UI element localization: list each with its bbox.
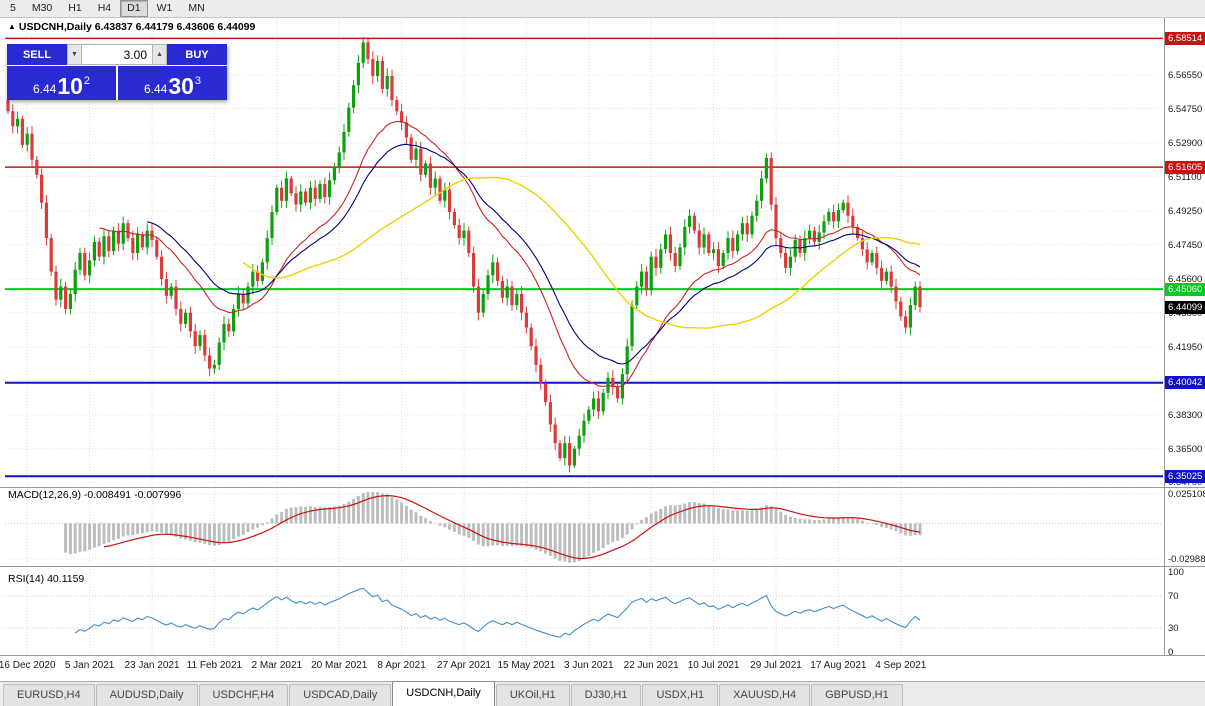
price-axis-label: 6.47450 <box>1168 239 1203 251</box>
price-level-tag: 6.58514 <box>1165 31 1205 45</box>
pane-divider[interactable] <box>0 487 1205 488</box>
current-price-tag: 6.44099 <box>1165 300 1205 314</box>
timeframe-toolbar: 5 M30 H1 H4 D1 W1 MN <box>0 0 1205 18</box>
pane-divider[interactable] <box>0 566 1205 567</box>
sell-price-prefix: 6.44 <box>32 82 57 96</box>
rsi-header: RSI(14) 40.1159 <box>8 573 85 585</box>
buy-price-main: 30 <box>168 73 194 100</box>
macd-axis-label: 0.025108 <box>1168 488 1205 500</box>
timeframe-button-m30[interactable]: M30 <box>31 2 53 14</box>
sell-price-pip: 2 <box>83 75 91 87</box>
timeframe-button-h4[interactable]: H4 <box>97 2 112 14</box>
chart-tab-ukoil[interactable]: UKOil,H1 <box>495 684 570 706</box>
sell-price-main: 10 <box>57 73 83 100</box>
price-level-tag: 6.35025 <box>1165 469 1205 483</box>
x-axis-label: 11 Feb 2021 <box>186 660 243 671</box>
timeframe-button-mn[interactable]: MN <box>188 2 205 14</box>
price-axis-label: 6.49250 <box>1168 206 1203 218</box>
sell-button[interactable]: SELL <box>7 44 67 65</box>
macd-header: MACD(12,26,9) -0.008491 -0.007996 <box>8 489 182 501</box>
timeframe-button-d1[interactable]: D1 <box>120 0 148 17</box>
x-axis-label: 27 Apr 2021 <box>437 660 491 671</box>
timeframe-button-h1[interactable]: H1 <box>68 2 82 14</box>
price-axis-separator <box>1164 18 1165 655</box>
x-axis-label: 20 Mar 2021 <box>311 660 368 671</box>
buy-price-box[interactable]: 6.44 30 3 <box>118 66 227 100</box>
symbol-marker-icon: ▲ <box>8 22 16 31</box>
symbol-ohlc-text: USDCNH,Daily 6.43837 6.44179 6.43606 6.4… <box>18 21 256 33</box>
chart-tab-dj30[interactable]: DJ30,H1 <box>570 684 642 706</box>
chart-tab-usdchf[interactable]: USDCHF,H4 <box>198 684 289 706</box>
rsi-axis-label: 70 <box>1168 591 1179 602</box>
x-axis-label: 17 Aug 2021 <box>810 660 867 671</box>
chart-canvas[interactable] <box>0 18 1205 681</box>
price-axis-label: 6.41950 <box>1168 342 1203 354</box>
price-level-tag: 6.40042 <box>1165 376 1205 390</box>
chart-window: ▲ USDCNH,Daily 6.43837 6.44179 6.43606 6.… <box>0 18 1205 681</box>
x-axis-label: 10 Jul 2021 <box>687 660 740 671</box>
chart-tab-audusd[interactable]: AUDUSD,Daily <box>95 684 198 706</box>
sell-price-box[interactable]: 6.44 10 2 <box>7 66 116 100</box>
chart-tab-usdx[interactable]: USDX,H1 <box>642 684 719 706</box>
x-axis-label: 29 Jul 2021 <box>750 660 802 671</box>
x-axis-label: 15 May 2021 <box>497 660 556 671</box>
price-axis-label: 6.38300 <box>1168 410 1203 422</box>
rsi-axis-label: 0 <box>1168 647 1174 658</box>
chart-tab-usdcad[interactable]: USDCAD,Daily <box>289 684 392 706</box>
chart-tab-gbpusd[interactable]: GBPUSD,H1 <box>811 684 903 706</box>
x-axis-label: 3 Jun 2021 <box>564 660 614 671</box>
x-axis-label: 8 Apr 2021 <box>377 660 426 671</box>
price-axis-label: 6.45600 <box>1168 274 1203 286</box>
price-axis-label: 6.36500 <box>1168 443 1203 455</box>
rsi-axis-label: 100 <box>1168 567 1184 578</box>
price-level-tag: 6.45060 <box>1165 282 1205 296</box>
price-axis-label: 6.34700 <box>1168 477 1203 489</box>
timeframe-button-w1[interactable]: W1 <box>156 2 173 14</box>
price-axis-label: 6.52900 <box>1168 138 1203 150</box>
x-axis-label: 23 Jan 2021 <box>124 660 180 671</box>
symbol-header: ▲ USDCNH,Daily 6.43837 6.44179 6.43606 6.… <box>8 21 255 33</box>
buy-button[interactable]: BUY <box>167 44 227 65</box>
buy-price-prefix: 6.44 <box>143 82 168 96</box>
x-axis-label: 16 Dec 2020 <box>0 660 56 671</box>
chart-tab-xauusd[interactable]: XAUUSD,H4 <box>719 684 811 706</box>
one-click-trading-panel: SELL ▼ ▲ BUY 6.44 10 2 6.44 30 3 <box>7 44 227 100</box>
x-axis-label: 5 Jan 2021 <box>64 660 115 671</box>
volume-decrease-icon[interactable]: ▼ <box>67 44 82 65</box>
price-level-tag: 6.51605 <box>1165 160 1205 174</box>
buy-price-pip: 3 <box>194 75 202 87</box>
rsi-axis-label: 30 <box>1168 623 1179 634</box>
volume-increase-icon[interactable]: ▲ <box>152 44 167 65</box>
chart-tab-eurusd[interactable]: EURUSD,H4 <box>3 684 95 706</box>
price-axis-label: 6.54750 <box>1168 103 1203 115</box>
chart-tabs-bar: EURUSD,H4 AUDUSD,Daily USDCHF,H4 USDCAD,Dai… <box>0 681 1205 706</box>
x-axis-label: 4 Sep 2021 <box>875 660 927 671</box>
pane-divider <box>0 655 1205 656</box>
chart-tab-usdcnh[interactable]: USDCNH,Daily <box>392 681 495 706</box>
price-axis-label: 6.51100 <box>1168 171 1202 183</box>
x-axis-label: 22 Jun 2021 <box>623 660 679 671</box>
timeframe-button-5[interactable]: 5 <box>10 2 16 14</box>
price-axis-label: 6.56550 <box>1168 69 1203 81</box>
x-axis-label: 2 Mar 2021 <box>251 660 303 671</box>
macd-axis-label: -0.029880 <box>1168 553 1205 565</box>
volume-input[interactable] <box>82 44 152 65</box>
